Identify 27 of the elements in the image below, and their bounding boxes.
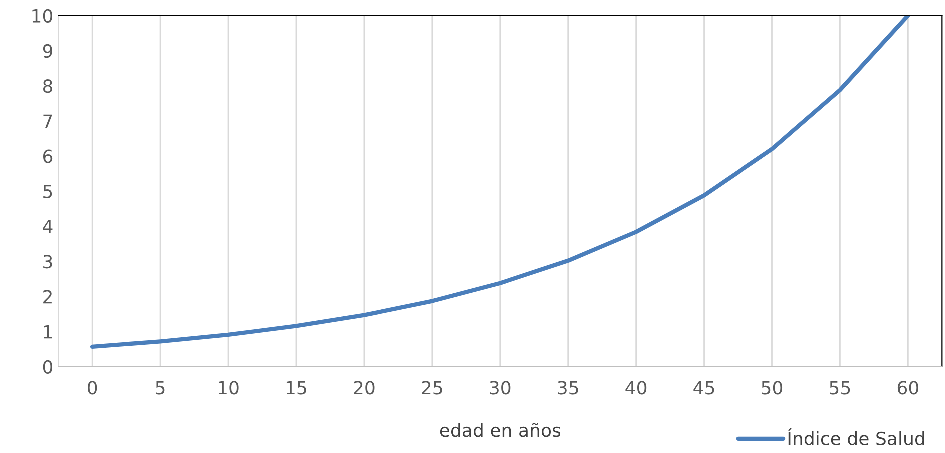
- x-tick-label: 55: [830, 381, 850, 395]
- line-series: [90, 16, 910, 350]
- y-tick-label: 0: [43, 360, 53, 374]
- x-tick-label: 40: [626, 381, 647, 395]
- y-tick-label: 6: [44, 150, 53, 164]
- y-tick-label: 5: [44, 185, 52, 199]
- x-tick-label: 35: [558, 381, 578, 395]
- x-tick-label: 25: [422, 381, 442, 395]
- legend-label: Índice de Salud: [788, 428, 924, 446]
- y-tick-label: 10: [32, 9, 53, 23]
- y-tick-label: 9: [43, 44, 52, 58]
- x-tick-label: 50: [762, 381, 783, 395]
- x-axis-title: edad en años: [440, 422, 561, 438]
- x-tick-label: 5: [156, 381, 165, 395]
- y-tick-label: 2: [44, 290, 52, 304]
- y-tick-label: 4: [43, 220, 53, 234]
- y-tick-label: 3: [44, 255, 52, 269]
- x-tick-label: 60: [898, 381, 918, 395]
- x-tick-label: 0: [88, 381, 98, 395]
- y-tick-label: 8: [43, 80, 52, 94]
- x-tick-label: 45: [694, 381, 714, 395]
- x-tick-label: 30: [490, 381, 511, 395]
- y-tick-label: 7: [44, 114, 52, 128]
- x-tick-label: 20: [354, 381, 375, 395]
- x-tick-label: 10: [219, 381, 239, 395]
- y-tick-label: 1: [44, 326, 52, 339]
- x-tick-label: 15: [286, 381, 306, 395]
